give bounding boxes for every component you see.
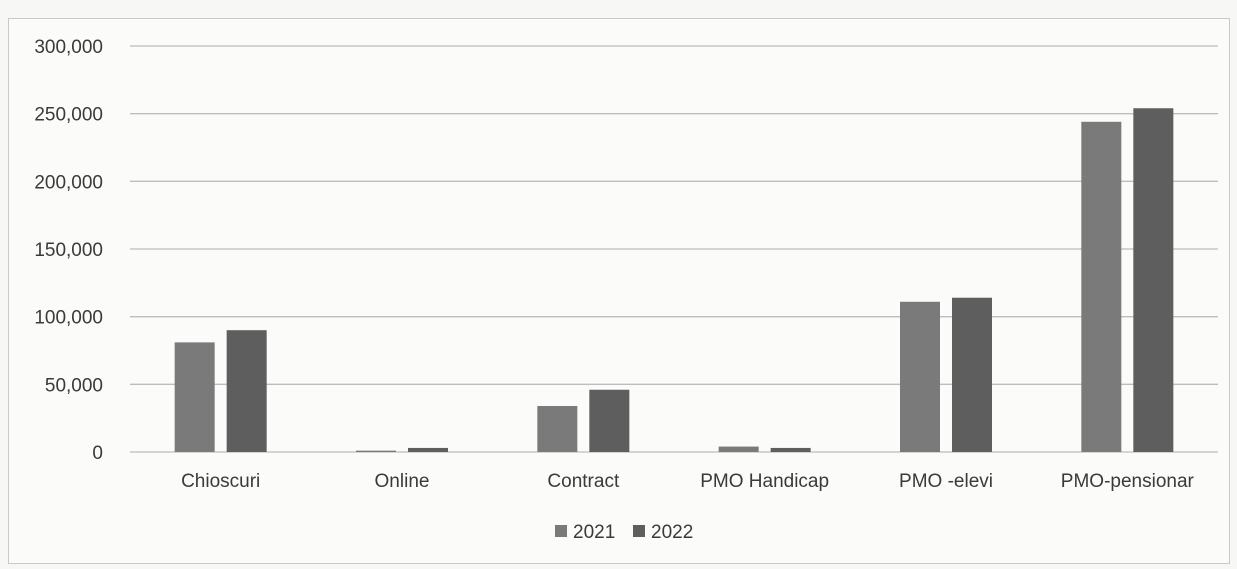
y-tick-label: 100,000 [34, 308, 103, 329]
x-category-label: PMO-pensionar [1061, 471, 1195, 492]
bar-2021-0 [174, 342, 215, 452]
bar-2022-0 [226, 330, 267, 452]
bar-2022-3 [770, 447, 811, 452]
x-category-label: PMO -elevi [899, 471, 993, 492]
y-tick-label: 300,000 [34, 37, 103, 58]
bar-2022-1 [408, 447, 448, 452]
gridlines [130, 45, 1218, 453]
y-tick-label: 250,000 [34, 105, 103, 126]
bar-2021-2 [537, 405, 578, 452]
y-tick-label: 200,000 [34, 172, 103, 193]
bar-2021-5 [1081, 121, 1122, 452]
y-tick-label: 150,000 [34, 240, 103, 261]
bars [174, 108, 1174, 453]
bar-2022-2 [589, 389, 630, 452]
y-tick-label: 50,000 [45, 375, 103, 396]
x-category-label: Online [375, 471, 430, 492]
bar-2021-4 [900, 301, 940, 452]
legend-swatch-2021 [555, 525, 567, 537]
x-category-label: Chioscuri [181, 471, 260, 492]
legend-label: 2021 [573, 522, 615, 543]
bar-2022-4 [952, 297, 992, 452]
legend-label: 2022 [651, 522, 693, 543]
bar-2021-1 [356, 450, 396, 452]
x-category-label: PMO Handicap [700, 471, 829, 492]
x-category-label: Contract [547, 471, 620, 492]
y-axis-ticks: 300,000 250,000 200,000 150,000 100,000 50,00… [34, 37, 103, 464]
bar-2022-5 [1133, 108, 1174, 453]
y-tick-label: 0 [92, 443, 103, 464]
legend-swatch-2022 [633, 525, 645, 537]
chart-frame [8, 18, 1230, 564]
x-axis-categories: Chioscuri Online Contract PMO Handicap PMO -… [181, 471, 1194, 492]
legend: 2021 2022 [555, 522, 693, 543]
bar-2021-3 [718, 446, 759, 452]
